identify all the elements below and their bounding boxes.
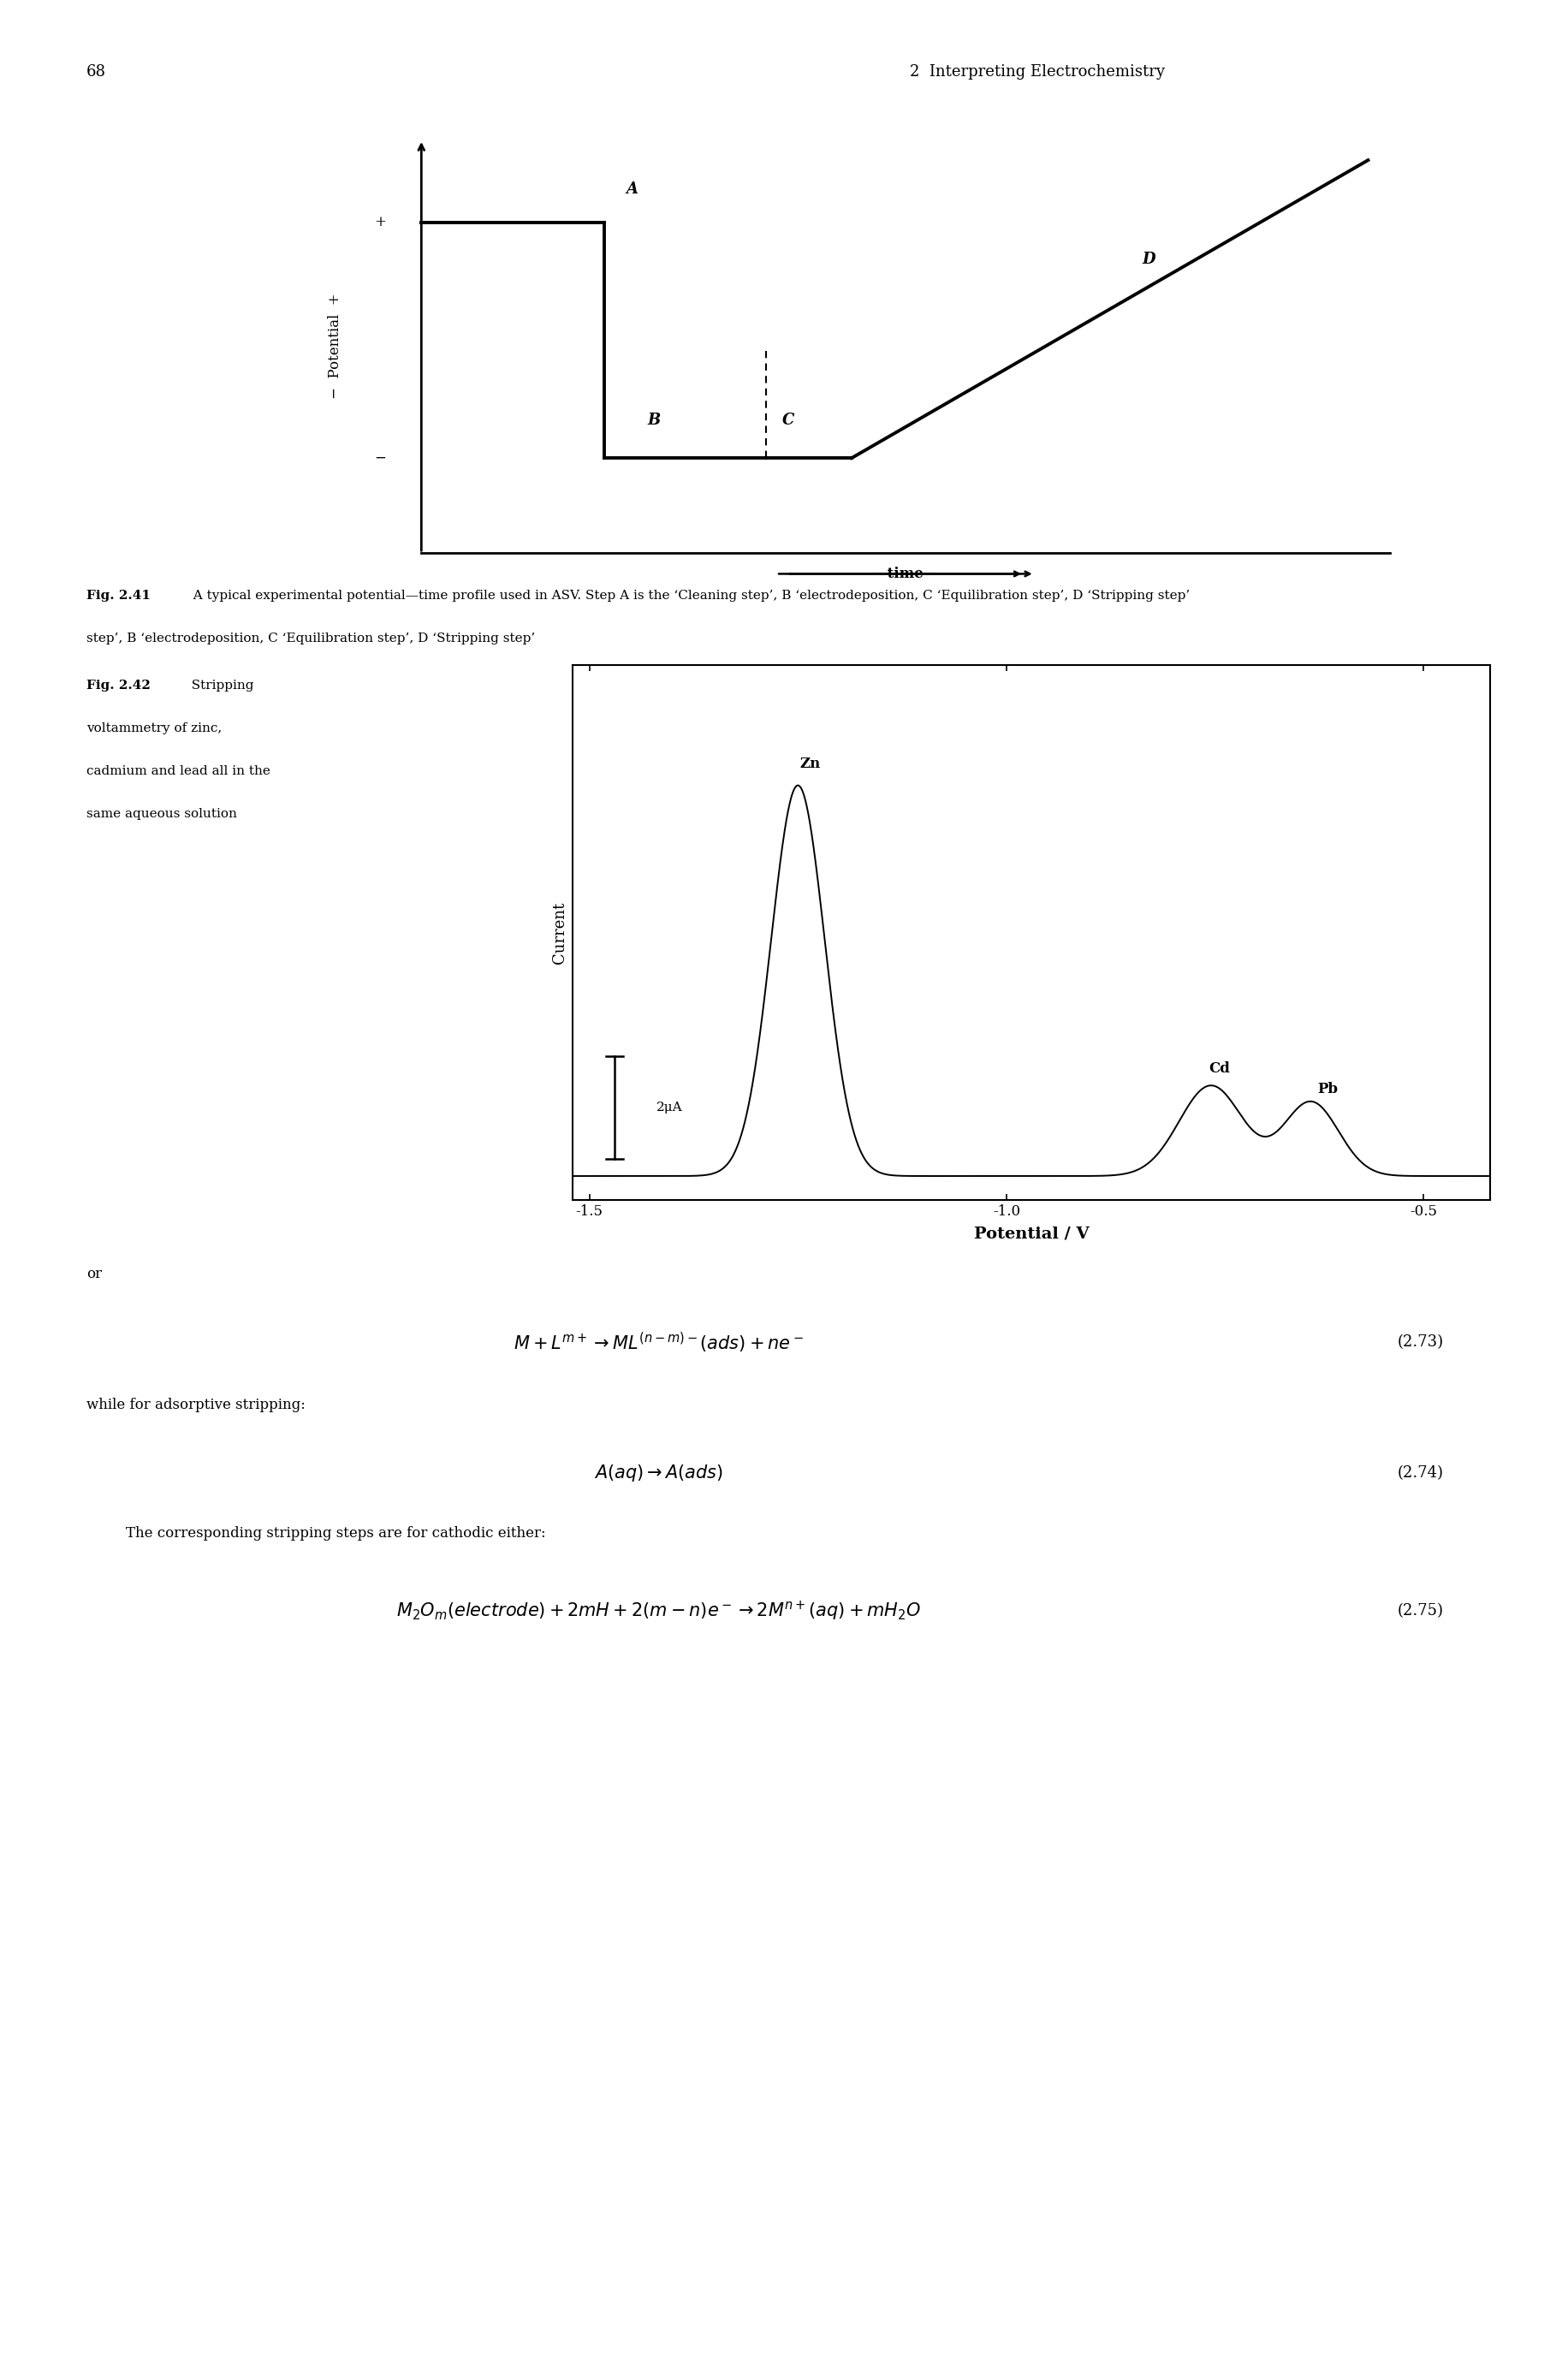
Text: A: A — [626, 181, 637, 197]
Y-axis label: Current: Current — [552, 901, 568, 965]
Text: 2μA: 2μA — [655, 1102, 682, 1114]
Text: −  Potential  +: − Potential + — [328, 292, 342, 399]
Text: step’, B ‘electrodeposition, C ‘Equilibration step’, D ‘Stripping step’: step’, B ‘electrodeposition, C ‘Equilibr… — [86, 632, 535, 644]
Text: while for adsorptive stripping:: while for adsorptive stripping: — [86, 1397, 306, 1411]
Text: Fig. 2.41: Fig. 2.41 — [86, 589, 151, 601]
Text: $M_2O_m(electrode) + 2mH + 2(m - n)e^- \rightarrow 2M^{n+}(aq) + mH_2O$: $M_2O_m(electrode) + 2mH + 2(m - n)e^- \… — [397, 1599, 920, 1623]
Text: C: C — [781, 413, 793, 428]
Text: (2.74): (2.74) — [1397, 1466, 1443, 1480]
Text: (2.75): (2.75) — [1397, 1604, 1443, 1618]
Text: (2.73): (2.73) — [1396, 1335, 1443, 1350]
Text: A typical experimental potential—time profile used in ASV. Step A is the ‘Cleani: A typical experimental potential—time pr… — [185, 589, 1190, 601]
Text: +: + — [375, 214, 386, 230]
Text: Cd: Cd — [1207, 1062, 1229, 1076]
Text: 2  Interpreting Electrochemistry: 2 Interpreting Electrochemistry — [909, 64, 1165, 78]
Text: $A(aq) \rightarrow A(ads)$: $A(aq) \rightarrow A(ads)$ — [594, 1464, 723, 1483]
Text: —time—: —time— — [873, 565, 938, 582]
Text: B: B — [648, 413, 660, 428]
Text: −: − — [375, 451, 386, 466]
X-axis label: Potential / V: Potential / V — [974, 1226, 1088, 1240]
Text: Stripping: Stripping — [183, 680, 254, 691]
Text: Fig. 2.42: Fig. 2.42 — [86, 680, 151, 691]
Text: voltammetry of zinc,: voltammetry of zinc, — [86, 722, 221, 734]
Text: Zn: Zn — [800, 758, 820, 772]
Text: cadmium and lead all in the: cadmium and lead all in the — [86, 765, 270, 777]
Text: D: D — [1142, 252, 1156, 266]
Text: 68: 68 — [86, 64, 107, 78]
Text: Pb: Pb — [1317, 1081, 1338, 1095]
Text: or: or — [86, 1266, 102, 1281]
Text: The corresponding stripping steps are for cathodic either:: The corresponding stripping steps are fo… — [125, 1525, 546, 1540]
Text: $M + L^{m+} \rightarrow ML^{(n-m)-}(ads) + ne^-$: $M + L^{m+} \rightarrow ML^{(n-m)-}(ads)… — [513, 1331, 804, 1354]
Text: same aqueous solution: same aqueous solution — [86, 808, 237, 820]
